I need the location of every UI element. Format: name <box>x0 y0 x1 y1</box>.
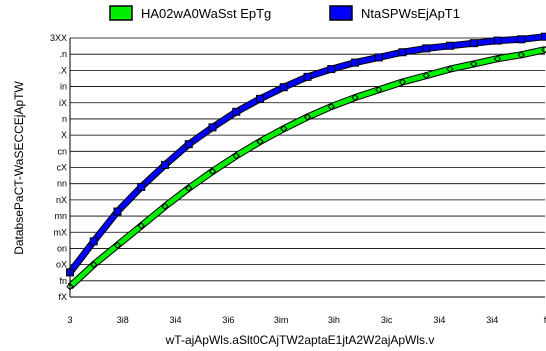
y-tick-labels: fX fn oX on mX mn nX nn cX cn Xn iX in .X .n 3XX <box>50 33 67 302</box>
y-tick-label: nn <box>57 179 67 189</box>
data-point <box>422 44 431 53</box>
data-point <box>398 48 407 57</box>
y-tick-label: oX <box>56 260 67 270</box>
x-tick-label: 3i8 <box>117 315 129 325</box>
data-point <box>184 140 193 149</box>
data-point <box>185 184 193 192</box>
data-point <box>493 36 502 45</box>
data-point <box>161 202 169 211</box>
series-line-outline <box>67 33 546 275</box>
y-tick-label: iX <box>59 98 67 108</box>
y-tick-label: nX <box>56 195 67 205</box>
data-point <box>469 39 478 48</box>
data-point <box>232 107 241 116</box>
data-point <box>493 55 502 63</box>
data-point <box>422 71 430 80</box>
legend-label: NtaSPWsEjApT1 <box>361 6 460 21</box>
data-point <box>137 182 146 191</box>
y-tick-label: in <box>60 82 67 92</box>
data-point <box>232 152 240 160</box>
x-tick-label: 3i4 <box>486 315 498 325</box>
x-tick-labels: 3 3i8 3i4 3i6 3im 3ih 3ic 3i4 3i4 f <box>67 315 546 325</box>
x-tick-label: f <box>544 315 546 325</box>
y-tick-label: fn <box>59 276 67 286</box>
y-tick-label: .X <box>58 65 67 75</box>
data-point <box>517 51 525 59</box>
data-point <box>470 60 478 68</box>
legend-swatch <box>329 5 353 21</box>
data-point <box>541 32 546 41</box>
data-point <box>161 160 169 169</box>
data-point <box>137 222 145 230</box>
y-tick-label: on <box>57 243 67 253</box>
axes <box>69 38 545 298</box>
legend-entry: HA02wA0WaSst EpTg <box>109 5 271 21</box>
y-tick-label: mn <box>54 211 67 221</box>
x-tick-label: 3i6 <box>222 315 234 325</box>
data-point <box>327 65 336 74</box>
y-tick-label: mX <box>54 227 68 237</box>
data-point <box>279 83 288 92</box>
series-1 <box>66 45 546 291</box>
legend: HA02wA0WaSst EpTg NtaSPWsEjApT1 <box>109 5 460 21</box>
legend-label: HA02wA0WaSst EpTg <box>141 6 271 21</box>
data-point <box>89 237 98 246</box>
data-point <box>398 78 407 86</box>
data-point <box>446 41 454 50</box>
series-line <box>68 47 546 289</box>
data-point <box>256 137 264 146</box>
data-point <box>517 35 526 44</box>
y-tick-label: .n <box>59 49 67 59</box>
data-point <box>280 124 288 133</box>
y-tick-label: fX <box>58 292 67 302</box>
series-layer <box>66 32 546 291</box>
data-point <box>256 94 264 103</box>
x-tick-label: 3 <box>67 315 72 325</box>
y-tick-label: cn <box>57 146 67 156</box>
series-line <box>68 34 546 274</box>
y-tick-label: 3XX <box>50 33 67 43</box>
legend-entry: NtaSPWsEjApT1 <box>329 5 460 21</box>
y-tick-label: cX <box>56 163 67 173</box>
data-point <box>90 260 98 269</box>
data-point <box>351 93 359 102</box>
data-point <box>208 123 217 132</box>
y-tick-label: n <box>62 114 67 124</box>
x-tick-label: 3ih <box>328 315 340 325</box>
data-point <box>446 65 454 73</box>
data-point <box>303 113 312 121</box>
x-tick-label: 3i4 <box>170 315 182 325</box>
x-axis-title: wT-ajApWls.aSlt0CAjTW2aptaE1jtA2W2ajApWl… <box>165 333 435 347</box>
x-tick-label: 3i4 <box>433 315 445 325</box>
data-point <box>113 207 122 216</box>
x-tick-label: 3ic <box>381 315 393 325</box>
data-point <box>327 102 335 111</box>
data-point <box>541 45 546 54</box>
x-tick-label: 3im <box>274 315 289 325</box>
data-point <box>208 167 217 176</box>
data-point <box>113 241 122 249</box>
data-point <box>351 58 359 67</box>
data-point <box>303 72 312 81</box>
y-tick-label: X <box>61 130 67 140</box>
legend-swatch <box>109 5 133 21</box>
y-axis-title: DatabsePaCT-WaSECCEjApTW <box>12 81 26 255</box>
series-line-outline <box>67 46 546 290</box>
data-point <box>374 53 383 62</box>
data-point <box>375 86 383 94</box>
series-2 <box>66 32 546 277</box>
